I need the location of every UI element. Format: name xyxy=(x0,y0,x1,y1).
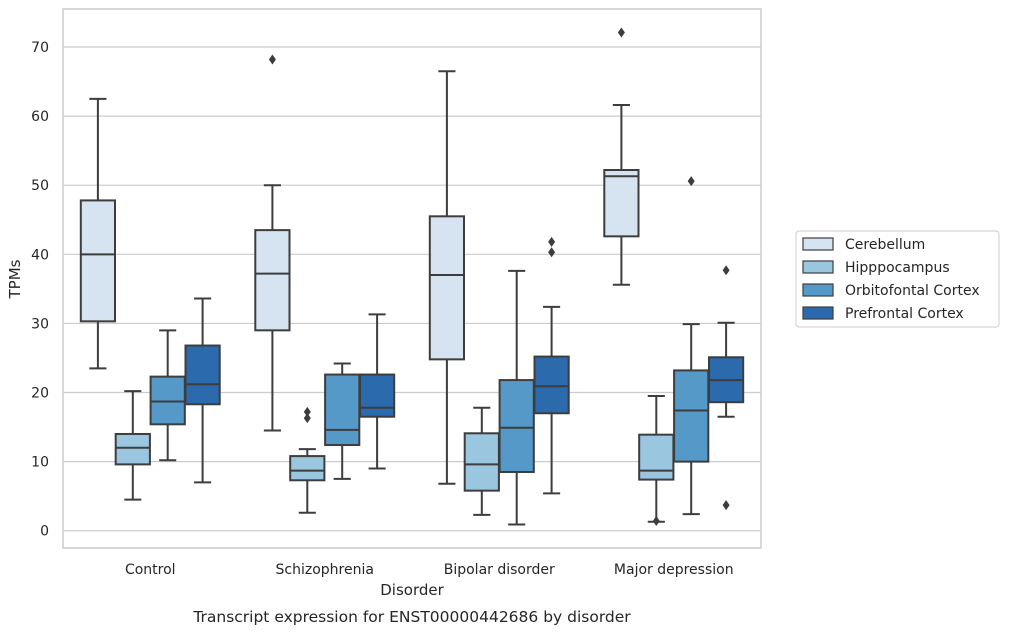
box-hipppocampus xyxy=(114,390,151,501)
box-cerebellum xyxy=(603,27,640,286)
box-iqr xyxy=(428,215,466,361)
box-prefrontal-cortex xyxy=(533,236,570,495)
plot-frame xyxy=(62,8,762,549)
x-axis-label: Disorder xyxy=(380,581,444,599)
legend-frame xyxy=(795,230,1000,328)
box-prefrontal-cortex xyxy=(707,265,745,511)
legend-entry-label: Hipppocampus xyxy=(845,260,950,276)
box-hipppocampus xyxy=(289,406,326,514)
y-axis-label: TPMs xyxy=(6,259,24,299)
outlier-point xyxy=(268,54,276,65)
box-orbitofontal-cortex xyxy=(673,176,710,516)
box-iqr xyxy=(289,455,326,482)
y-tick-label: 60 xyxy=(31,109,49,125)
box-cerebellum xyxy=(254,54,291,432)
box-orbitofontal-cortex xyxy=(149,329,186,462)
x-tick-label: Control xyxy=(125,562,176,578)
outlier-point xyxy=(548,247,556,258)
y-axis-ticks: 0 10 20 30 40 50 60 70 xyxy=(31,40,49,540)
legend-swatch xyxy=(802,260,834,274)
box-iqr xyxy=(184,344,221,406)
box-iqr xyxy=(603,169,640,238)
outlier-point xyxy=(722,265,730,276)
box-iqr xyxy=(79,199,117,323)
outlier-point xyxy=(652,516,660,527)
y-tick-label: 50 xyxy=(31,178,49,194)
legend-entry-label: Cerebellum xyxy=(845,237,925,253)
x-tick-label: Bipolar disorder xyxy=(444,562,555,578)
y-tick-label: 70 xyxy=(31,40,49,56)
outlier-point xyxy=(617,27,625,38)
legend: Cerebellum Hipppocampus Orbitofontal Corte… xyxy=(795,230,1000,328)
outlier-point xyxy=(303,406,311,417)
legend-swatch xyxy=(802,283,834,297)
box-hipppocampus xyxy=(638,394,675,527)
outlier-point xyxy=(303,413,311,424)
outlier-point xyxy=(548,236,556,247)
x-axis-ticks: Control Schizophrenia Bipolar disorder Majo… xyxy=(125,562,734,578)
y-tick-label: 30 xyxy=(31,316,49,332)
box-iqr xyxy=(149,375,186,426)
x-tick-label: Major depression xyxy=(614,562,734,578)
box-orbitofontal-cortex xyxy=(498,269,535,526)
box-iqr xyxy=(673,369,710,463)
box-cerebellum xyxy=(79,97,117,370)
box-iqr xyxy=(254,229,291,332)
legend-entry-label: Prefrontal Cortex xyxy=(845,306,964,322)
box-iqr xyxy=(114,432,151,466)
chart-caption: Transcript expression for ENST0000044268… xyxy=(192,608,631,626)
x-tick-label: Schizophrenia xyxy=(276,562,374,578)
box-iqr xyxy=(533,355,570,415)
legend-swatch xyxy=(802,306,834,320)
legend-entry-label: Orbitofontal Cortex xyxy=(845,283,980,299)
legend-swatch xyxy=(802,237,834,251)
y-tick-label: 40 xyxy=(31,247,49,263)
box-prefrontal-cortex xyxy=(358,313,396,470)
box-iqr xyxy=(463,432,500,492)
box-iqr xyxy=(358,373,396,418)
box-cerebellum xyxy=(428,70,466,485)
box-iqr xyxy=(638,433,675,481)
box-iqr xyxy=(324,373,361,447)
box-iqr xyxy=(498,379,535,473)
y-tick-label: 0 xyxy=(40,524,49,540)
outlier-point xyxy=(722,500,730,511)
box-orbitofontal-cortex xyxy=(324,362,361,480)
y-tick-label: 10 xyxy=(31,455,49,471)
y-tick-label: 20 xyxy=(31,386,49,402)
box-hipppocampus xyxy=(463,406,500,516)
box-series xyxy=(79,27,745,527)
box-prefrontal-cortex xyxy=(184,297,221,484)
outlier-point xyxy=(687,176,695,187)
